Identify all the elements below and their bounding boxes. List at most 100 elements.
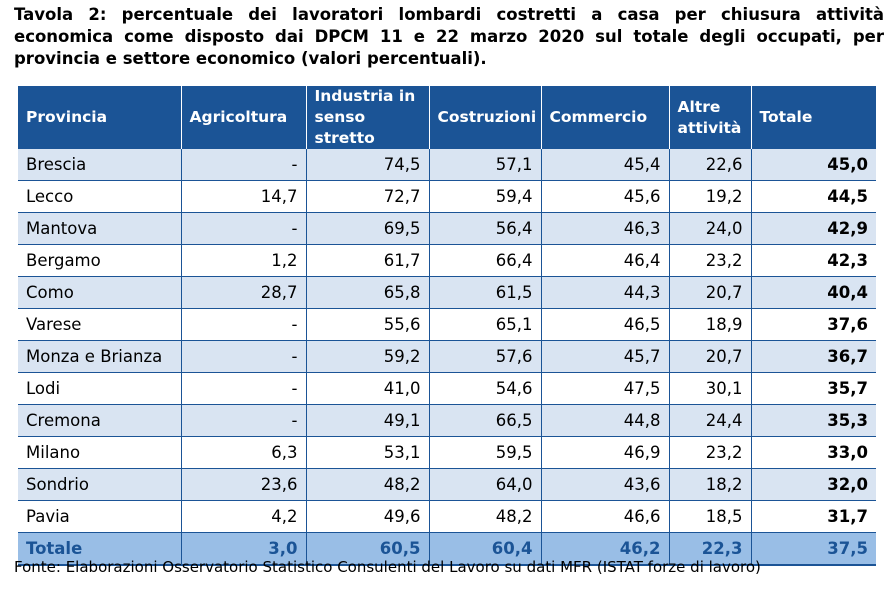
value-cell: 74,5 (306, 149, 430, 181)
value-cell: 43,6 (541, 468, 670, 501)
value-cell: - (181, 149, 307, 181)
table-footer: Totale 3,0 60,5 60,4 46,2 22,3 37,5 (18, 532, 876, 566)
table-row: Monza e Brianza -59,2 57,6 45,7 20,7 36,7 (18, 340, 876, 373)
value-cell: 30,1 (669, 372, 752, 405)
value-cell: 28,7 (181, 276, 307, 309)
value-cell: 18,5 (669, 500, 752, 533)
value-cell: 42,3 (751, 244, 876, 277)
total-value-cell: 46,2 (541, 532, 670, 566)
province-cell: Varese (18, 308, 182, 341)
value-cell: - (181, 212, 307, 245)
province-cell: Milano (18, 436, 182, 469)
value-cell: 44,8 (541, 404, 670, 437)
value-cell: 23,2 (669, 244, 752, 277)
column-header: Provincia (18, 86, 182, 149)
value-cell: 46,9 (541, 436, 670, 469)
table-row: Lecco 14,7 72,7 59,4 45,6 19,2 44,5 (18, 180, 876, 213)
value-cell: 4,2 (181, 500, 307, 533)
value-cell: 59,5 (429, 436, 542, 469)
value-cell: 20,7 (669, 340, 752, 373)
value-cell: 61,7 (306, 244, 430, 277)
value-cell: 44,5 (751, 180, 876, 213)
table-row: Milano 6,3 53,1 59,5 46,9 23,2 33,0 (18, 436, 876, 469)
table-row: Pavia 4,2 49,6 48,2 46,6 18,5 31,7 (18, 500, 876, 533)
value-cell: 46,6 (541, 500, 670, 533)
value-cell: 55,6 (306, 308, 430, 341)
table-row: Sondrio 23,6 48,2 64,0 43,6 18,2 32,0 (18, 468, 876, 501)
column-header: Agricoltura (181, 86, 307, 149)
value-cell: 66,4 (429, 244, 542, 277)
value-cell: 45,7 (541, 340, 670, 373)
total-value-cell: 37,5 (751, 532, 876, 566)
value-cell: 48,2 (429, 500, 542, 533)
value-cell: 59,4 (429, 180, 542, 213)
value-cell: 57,1 (429, 149, 542, 181)
value-cell: 54,6 (429, 372, 542, 405)
value-cell: 24,0 (669, 212, 752, 245)
value-cell: 46,3 (541, 212, 670, 245)
total-row: Totale 3,0 60,5 60,4 46,2 22,3 37,5 (18, 532, 876, 566)
value-cell: 18,2 (669, 468, 752, 501)
value-cell: 57,6 (429, 340, 542, 373)
value-cell: 65,1 (429, 308, 542, 341)
province-cell: Brescia (18, 149, 182, 181)
table-row: Brescia -74,5 57,1 45,4 22,6 45,0 (18, 149, 876, 181)
value-cell: 20,7 (669, 276, 752, 309)
value-cell: 49,6 (306, 500, 430, 533)
value-cell: 45,0 (751, 149, 876, 181)
value-cell: 24,4 (669, 404, 752, 437)
source-note: Fonte: Elaborazioni Osservatorio Statist… (14, 558, 761, 576)
column-header: Totale (751, 86, 876, 149)
value-cell: 42,9 (751, 212, 876, 245)
province-cell: Como (18, 276, 182, 309)
value-cell: 33,0 (751, 436, 876, 469)
total-value-cell: 22,3 (669, 532, 752, 566)
value-cell: 35,7 (751, 372, 876, 405)
province-cell: Sondrio (18, 468, 182, 501)
table-row: Como 28,7 65,8 61,5 44,3 20,7 40,4 (18, 276, 876, 309)
total-label-cell: Totale (18, 532, 182, 566)
value-cell: 23,2 (669, 436, 752, 469)
value-cell: 14,7 (181, 180, 307, 213)
value-cell: 31,7 (751, 500, 876, 533)
value-cell: - (181, 340, 307, 373)
value-cell: 45,6 (541, 180, 670, 213)
value-cell: 45,4 (541, 149, 670, 181)
province-cell: Monza e Brianza (18, 340, 182, 373)
value-cell: 72,7 (306, 180, 430, 213)
province-cell: Lecco (18, 180, 182, 213)
province-cell: Lodi (18, 372, 182, 405)
total-value-cell: 60,5 (306, 532, 430, 566)
value-cell: 65,8 (306, 276, 430, 309)
table-title: Tavola 2: percentuale dei lavoratori lom… (14, 5, 884, 68)
value-cell: 18,9 (669, 308, 752, 341)
value-cell: 46,5 (541, 308, 670, 341)
value-cell: 49,1 (306, 404, 430, 437)
column-header: Costruzioni (429, 86, 542, 149)
value-cell: 36,7 (751, 340, 876, 373)
column-header: Commercio (541, 86, 670, 149)
value-cell: 56,4 (429, 212, 542, 245)
value-cell: 53,1 (306, 436, 430, 469)
value-cell: 23,6 (181, 468, 307, 501)
value-cell: - (181, 404, 307, 437)
column-header: Industria in senso stretto (306, 86, 430, 149)
value-cell: 59,2 (306, 340, 430, 373)
province-cell: Bergamo (18, 244, 182, 277)
province-cell: Cremona (18, 404, 182, 437)
province-cell: Pavia (18, 500, 182, 533)
value-cell: 19,2 (669, 180, 752, 213)
value-cell: 40,4 (751, 276, 876, 309)
value-cell: 41,0 (306, 372, 430, 405)
value-cell: 37,6 (751, 308, 876, 341)
value-cell: - (181, 308, 307, 341)
value-cell: 1,2 (181, 244, 307, 277)
total-value-cell: 60,4 (429, 532, 542, 566)
value-cell: 44,3 (541, 276, 670, 309)
value-cell: - (181, 372, 307, 405)
value-cell: 47,5 (541, 372, 670, 405)
table-row: Bergamo 1,2 61,7 66,4 46,4 23,2 42,3 (18, 244, 876, 277)
table-header: Provincia Agricoltura Industria in senso s… (18, 86, 876, 149)
table-row: Mantova -69,5 56,4 46,3 24,0 42,9 (18, 212, 876, 245)
